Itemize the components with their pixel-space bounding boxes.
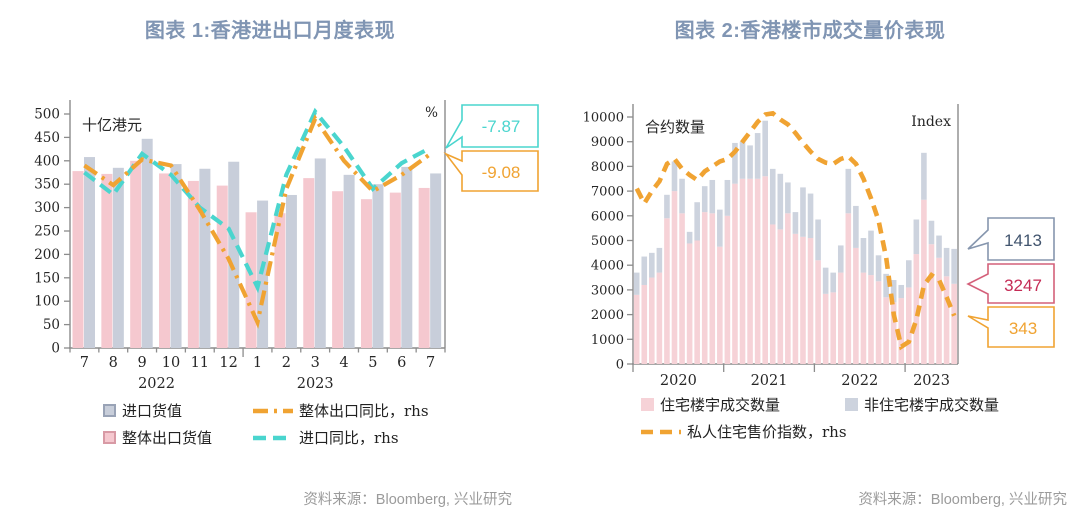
y-tick-label: 0	[616, 358, 624, 373]
month-label: 2	[282, 355, 291, 371]
chart1-legend: 进口货值 整体出口同比，rhs 整体出口货值 进口同比，rhs	[103, 397, 429, 451]
y-tick-label: 500	[34, 107, 60, 123]
y-tick-label: 10000	[583, 111, 624, 126]
chart2-title: 图表 2:香港楼市成交量价表现	[674, 20, 946, 42]
price-index-line-label: 私人住宅售价指数，rhs	[687, 423, 847, 441]
nonresidential-bar-label: 非住宅楼宇成交数量	[864, 396, 1000, 414]
residential-callout	[966, 263, 1055, 304]
export-bar-swatch	[103, 431, 116, 444]
month-label: 4	[339, 355, 348, 371]
y-tick-label: 3000	[591, 283, 624, 298]
price-index-callout	[967, 306, 1055, 348]
y-tick-label: 5000	[591, 234, 624, 249]
price-index-line	[634, 110, 957, 351]
lhs-unit-label: 十亿港元	[82, 116, 142, 134]
residential-bar-swatch	[641, 398, 654, 411]
month-label: 7	[80, 355, 89, 371]
month-label: 12	[219, 355, 237, 371]
month-label: 8	[109, 355, 118, 371]
import-yoy-callout-value: -7.87	[482, 117, 521, 136]
y-tick-label: 300	[34, 200, 60, 216]
year-label: 2020	[660, 373, 697, 389]
y-tick-label: 450	[34, 130, 60, 146]
y-tick-label: 150	[34, 270, 60, 286]
year-label: 2022	[841, 373, 878, 389]
rhs-unit-label: Index	[911, 114, 951, 130]
residential-callout-value: 3247	[1004, 276, 1042, 295]
export-yoy-callout-value: -9.08	[482, 163, 521, 182]
y-tick-label: 400	[34, 153, 60, 169]
export-bar-label: 整体出口货值	[122, 429, 213, 447]
chart1-legend-row-2: 整体出口货值 进口同比，rhs	[103, 424, 429, 451]
y-tick-label: 0	[51, 341, 60, 357]
import-yoy-line-swatch	[253, 435, 293, 440]
month-label: 9	[137, 355, 146, 371]
year-label: 2021	[751, 373, 788, 389]
export-yoy-line-swatch	[253, 408, 293, 413]
year-label: 2022	[138, 376, 175, 392]
y-tick-label: 4000	[591, 259, 624, 274]
residential-bars	[633, 176, 957, 364]
import-yoy-line	[83, 107, 432, 294]
import-bar-swatch	[103, 404, 116, 417]
import-yoy-line-label: 进口同比，rhs	[299, 429, 399, 447]
chart2-source: 资料来源：Bloomberg, 兴业研究	[858, 492, 1067, 508]
month-label: 6	[397, 355, 406, 371]
y-tick-label: 7000	[591, 185, 624, 200]
y-tick-label: 100	[34, 294, 60, 310]
nonresidential-bar-swatch	[845, 398, 858, 411]
export-yoy-line-label: 整体出口同比，rhs	[299, 402, 429, 420]
y-tick-label: 6000	[591, 209, 624, 224]
residential-bar-label: 住宅楼宇成交数量	[660, 396, 781, 414]
export-yoy-callout	[443, 150, 539, 192]
y-tick-label: 350	[34, 177, 60, 193]
year-label: 2023	[913, 373, 950, 389]
y-tick-label: 8000	[591, 160, 624, 175]
y-tick-label: 250	[34, 224, 60, 240]
lhs-unit-label: 合约数量	[645, 118, 705, 136]
month-label: 5	[368, 355, 377, 371]
y-tick-label: 1000	[591, 333, 624, 348]
rhs-unit-label: %	[425, 105, 438, 121]
chart2-legend-row-1: 住宅楼宇成交数量 非住宅楼宇成交数量	[641, 391, 999, 418]
month-label: 7	[426, 355, 435, 371]
export-yoy-line	[83, 114, 432, 329]
chart2-plot: 0 1000 2000 3000 4000 5000 6000 7000 8000 9000 100…	[583, 104, 1055, 389]
month-label: 1	[253, 355, 262, 371]
month-label: 10	[162, 355, 180, 371]
month-label: 11	[191, 355, 209, 371]
import-bar-label: 进口货值	[122, 402, 183, 420]
y-tick-label: 200	[34, 247, 60, 263]
y-tick-label: 9000	[591, 135, 624, 150]
y-tick-label: 50	[43, 317, 60, 333]
chart1-source: 资料来源：Bloomberg, 兴业研究	[303, 492, 512, 508]
chart1-legend-row-1: 进口货值 整体出口同比，rhs	[103, 397, 429, 424]
chart2-legend-row-2: 私人住宅售价指数，rhs	[641, 418, 999, 445]
month-label: 3	[311, 355, 320, 371]
y-tick-label: 2000	[591, 308, 624, 323]
nonresidential-callout	[967, 217, 1055, 261]
nonresidential-callout-value: 1413	[1004, 231, 1042, 250]
export-bars	[72, 160, 430, 348]
chart2-legend: 住宅楼宇成交数量 非住宅楼宇成交数量 私人住宅售价指数，rhs	[641, 391, 999, 445]
chart1-title: 图表 1:香港进出口月度表现	[144, 20, 396, 42]
nonresidential-bars	[633, 120, 957, 303]
price-index-callout-value: 343	[1009, 319, 1037, 338]
year-label: 2023	[297, 376, 334, 392]
price-index-line-swatch	[641, 429, 681, 434]
import-yoy-callout	[445, 104, 539, 149]
